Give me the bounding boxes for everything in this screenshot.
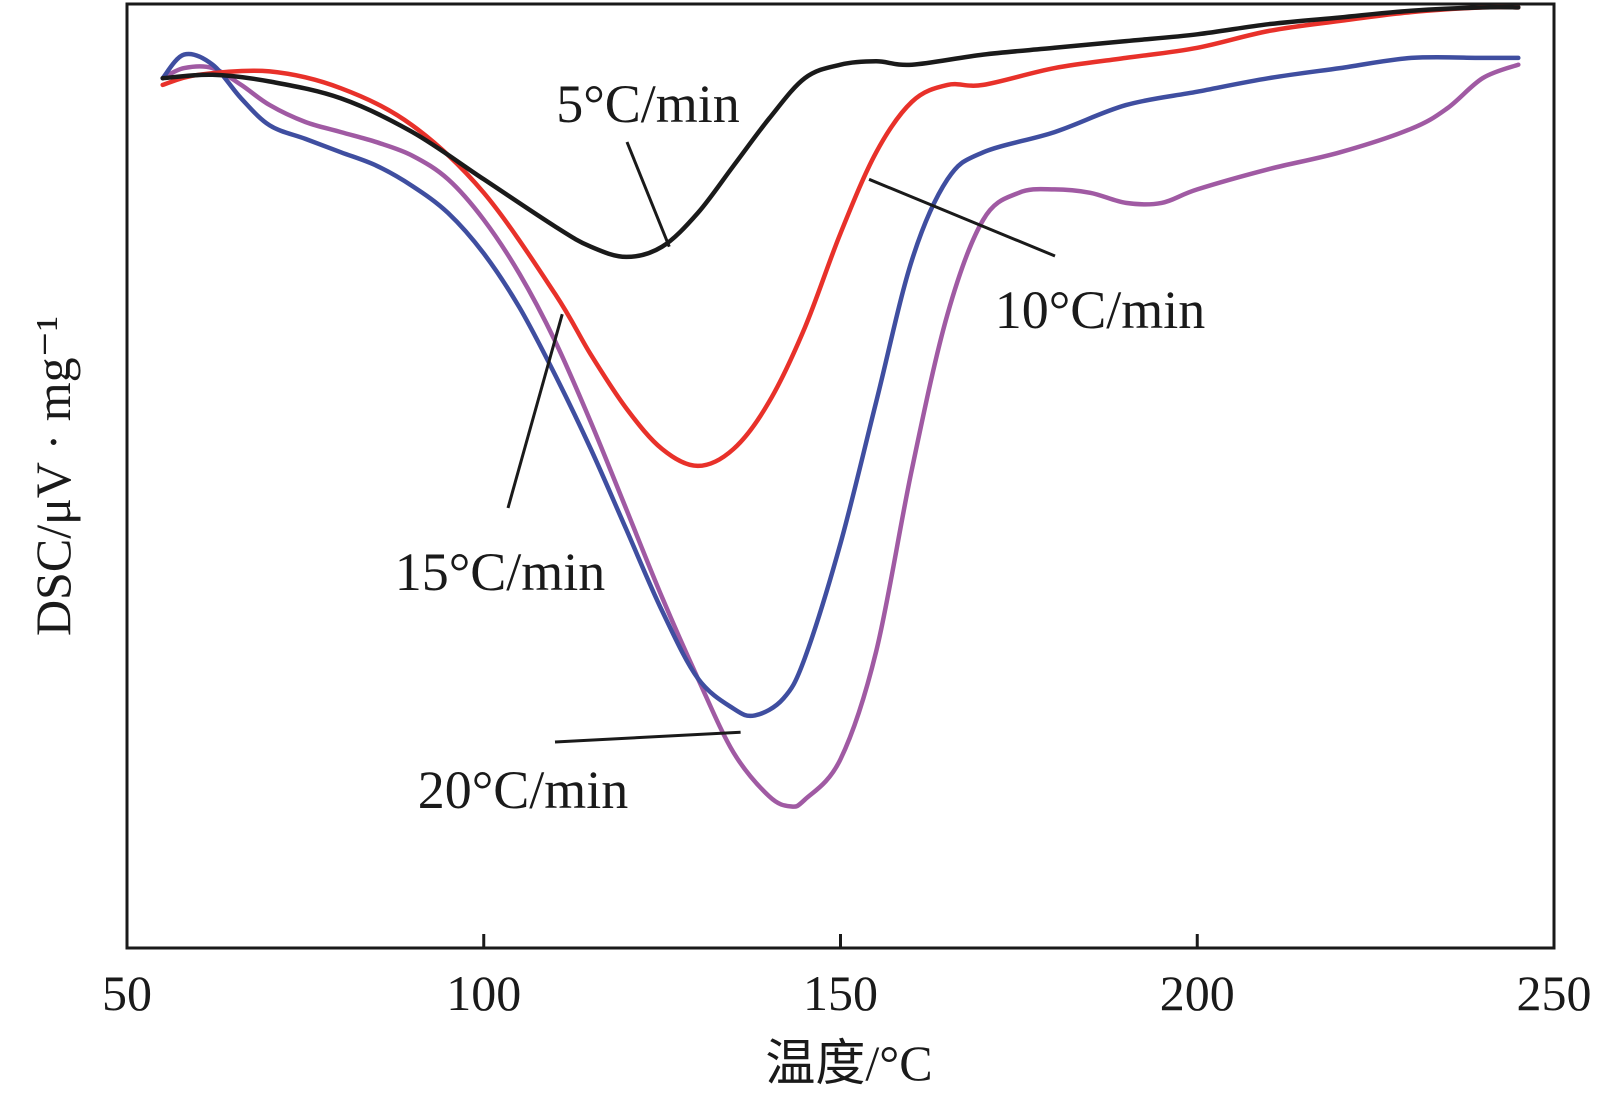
leader-line-20c-per-min xyxy=(554,730,741,744)
series-label-20c-per-min: 20°C/min xyxy=(418,760,629,820)
y-axis-title: DSC/μV · mg⁻¹ xyxy=(25,316,81,636)
series-line-10c-per-min xyxy=(160,4,1521,469)
label-leader-lines xyxy=(506,141,1056,744)
series-curves xyxy=(160,4,1521,809)
leader-line-10c-per-min xyxy=(868,177,1056,258)
x-tick-label-100: 100 xyxy=(446,965,521,1021)
series-label-5c-per-min: 5°C/min xyxy=(556,74,740,134)
x-tick-label-250: 250 xyxy=(1517,965,1592,1021)
series-line-15c-per-min xyxy=(160,51,1521,719)
leader-line-15c-per-min xyxy=(506,313,564,509)
x-axis-tick-labels: 50 100 150 200 250 xyxy=(102,965,1592,1021)
series-line-5c-per-min xyxy=(160,4,1521,260)
leader-line-5c-per-min xyxy=(625,141,671,248)
series-labels: 5°C/min 10°C/min 15°C/min 20°C/min xyxy=(395,74,1206,820)
x-axis-ticks xyxy=(482,934,1199,948)
series-line-20c-per-min xyxy=(160,62,1521,809)
x-axis-title: 温度/°C xyxy=(765,1035,932,1091)
x-tick-label-150: 150 xyxy=(803,965,878,1021)
series-label-15c-per-min: 15°C/min xyxy=(395,542,606,602)
series-label-10c-per-min: 10°C/min xyxy=(995,280,1206,340)
x-tick-label-50: 50 xyxy=(102,965,152,1021)
x-tick-label-200: 200 xyxy=(1160,965,1235,1021)
